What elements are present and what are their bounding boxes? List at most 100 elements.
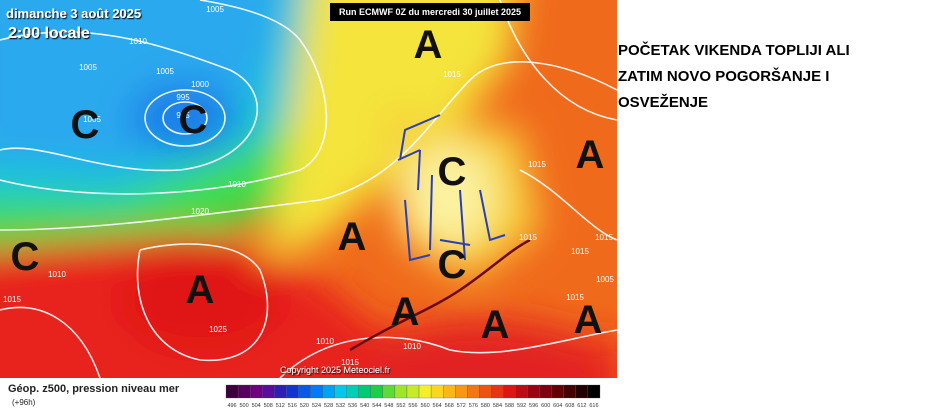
scale-label: 548 — [384, 403, 393, 409]
pressure-center: C — [71, 103, 100, 147]
headline-line: ZATIM NOVO POGORŠANJE I — [618, 68, 830, 85]
scale-label: 604 — [553, 403, 562, 409]
isobar-label: 1000 — [191, 80, 209, 89]
scale-label: 524 — [312, 403, 321, 409]
scale-swatch — [382, 384, 396, 399]
scale-label: 500 — [240, 403, 249, 409]
pressure-center: C — [179, 98, 208, 142]
isobar-label: 1005 — [79, 63, 97, 72]
scale-swatch — [539, 384, 552, 399]
pressure-center: A — [414, 23, 443, 67]
scale-label: 504 — [252, 403, 261, 409]
scale-label: 612 — [577, 403, 586, 409]
scale-swatch — [443, 384, 456, 399]
isobar-label: 1005 — [596, 275, 614, 284]
isobar-label: 1010 — [316, 337, 334, 346]
scale-label: 560 — [420, 403, 429, 409]
weather-map: Run ECMWF 0Z du mercredi 30 juillet 2025… — [0, 0, 617, 378]
isobar-label: 1025 — [209, 325, 227, 334]
scale-swatch — [575, 384, 589, 399]
field — [0, 0, 617, 378]
scale-label: 572 — [457, 403, 466, 409]
scale-label: 580 — [481, 403, 490, 409]
date-label: dimanche 3 août 2025 — [6, 6, 141, 21]
isobar-label: 1015 — [528, 160, 546, 169]
copyright: Copyright 2025 Meteociel.fr — [280, 365, 390, 375]
scale-swatch — [479, 384, 492, 399]
scale-swatch — [358, 384, 371, 399]
scale-label: 568 — [445, 403, 454, 409]
scale-label: 496 — [227, 403, 236, 409]
scale-swatch — [334, 384, 347, 399]
legend-title: Géop. z500, pression niveau mer — [8, 383, 180, 395]
scale-swatch — [225, 384, 239, 399]
isobar-label: 1010 — [403, 342, 421, 351]
pressure-center: A — [574, 298, 603, 342]
isobars — [0, 0, 617, 378]
scale-swatch — [394, 384, 408, 399]
scale-swatch — [503, 384, 516, 399]
scale-swatch — [237, 384, 251, 399]
scale-swatch — [563, 384, 577, 399]
front-line — [349, 238, 531, 352]
scale-swatch — [551, 384, 564, 399]
pressure-center: A — [391, 290, 420, 334]
scale-swatch — [467, 384, 480, 399]
hand-drawn-lines — [397, 114, 506, 262]
scale-swatch — [262, 384, 275, 399]
scale-swatch — [491, 384, 504, 399]
scale-label: 532 — [336, 403, 345, 409]
scale-label: 516 — [288, 403, 297, 409]
run-box — [330, 3, 530, 21]
scale-swatch — [430, 384, 444, 399]
scale-swatch — [274, 384, 287, 399]
isobar-label: 1005 — [83, 115, 101, 124]
isobar-label: 1015 — [566, 293, 584, 302]
scale-swatch — [346, 384, 359, 399]
isobar-label: 985 — [176, 111, 190, 120]
scale-label: 556 — [408, 403, 417, 409]
scale-swatch — [249, 384, 263, 399]
scale-label: 608 — [565, 403, 574, 409]
scale-label: 600 — [541, 403, 550, 409]
headline-line: POČETAK VIKENDA TOPLIJI ALI — [618, 42, 850, 59]
scale-swatch — [418, 384, 432, 399]
scale-swatch — [587, 384, 601, 399]
isobar-label: 1020 — [191, 207, 209, 216]
scale-label: 520 — [300, 403, 309, 409]
pressure-center: A — [481, 303, 510, 347]
scale-swatch — [527, 384, 540, 399]
isobar-label: 995 — [176, 93, 190, 102]
pressure-center: A — [338, 215, 367, 259]
run-label: Run ECMWF 0Z du mercredi 30 juillet 2025 — [339, 7, 521, 17]
scale-label: 536 — [348, 403, 357, 409]
scale-label: 564 — [433, 403, 442, 409]
scale-label: 596 — [529, 403, 538, 409]
isobar-label: 1005 — [156, 67, 174, 76]
headline-line: OSVEŽENJE — [618, 94, 709, 111]
scale-label: 540 — [360, 403, 369, 409]
time-label: 2:00 locale — [8, 25, 90, 42]
scale-label: 616 — [589, 403, 598, 409]
scale-label: 576 — [469, 403, 478, 409]
isobar-label: 1010 — [228, 180, 246, 189]
pressure-center: A — [186, 268, 215, 312]
scale-label: 512 — [276, 403, 285, 409]
pressure-center: C — [11, 235, 40, 279]
scale-label: 544 — [372, 403, 381, 409]
scale-label: 508 — [264, 403, 273, 409]
isobar-label: 1015 — [571, 247, 589, 256]
isobar-label: 1010 — [129, 37, 147, 46]
isobar-label: 1015 — [519, 233, 537, 242]
pressure-center: A — [576, 133, 605, 177]
isobar-label: 1015 — [595, 233, 613, 242]
isobar-label: 1015 — [3, 295, 21, 304]
scale-swatch — [286, 384, 299, 399]
scale-label: 584 — [493, 403, 502, 409]
pressure-center: C — [438, 150, 467, 194]
isobar-label: 1015 — [341, 358, 359, 367]
scale-swatch — [406, 384, 420, 399]
scale-swatch — [455, 384, 468, 399]
scale-label: 528 — [324, 403, 333, 409]
